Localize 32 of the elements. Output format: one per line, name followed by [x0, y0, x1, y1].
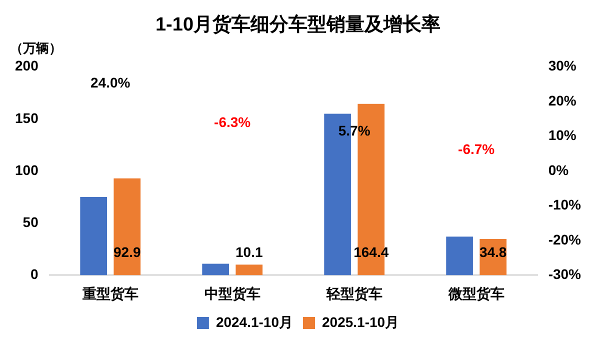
bar	[80, 197, 107, 276]
y2-tick-label: 30%	[548, 58, 577, 74]
x-tick-label: 中型货车	[204, 285, 260, 302]
x-tick-label: 微型货车	[447, 285, 504, 302]
y-tick-label: 150	[15, 110, 39, 126]
data-label: 34.8	[479, 244, 507, 260]
chart-title: 1-10月货车细分车型销量及增长率	[155, 14, 441, 36]
y-tick-label: 0	[30, 266, 39, 282]
y-axis-title: （万辆）	[10, 40, 62, 56]
x-tick-label: 轻型货车	[325, 285, 382, 302]
y2-tick-label: -20%	[548, 231, 582, 248]
bar	[202, 264, 229, 276]
y-tick-label: 50	[22, 214, 39, 230]
y2-tick-label: 10%	[548, 127, 577, 144]
bar	[446, 236, 473, 276]
y-tick-label: 200	[15, 58, 39, 74]
y2-tick-label: -10%	[548, 196, 582, 213]
legend-label: 2025.1-10月	[322, 314, 400, 330]
y-tick-label: 100	[15, 162, 39, 178]
y2-tick-label: 0%	[548, 162, 570, 178]
data-label: 10.1	[235, 244, 263, 260]
annotation: 24.0%	[90, 74, 131, 90]
x-tick-label: 重型货车	[81, 285, 138, 302]
annotation: -6.7%	[458, 141, 496, 158]
annotation: 5.7%	[338, 122, 371, 138]
y2-tick-label: 20%	[548, 92, 577, 108]
annotation: -6.3%	[214, 114, 252, 130]
legend-label: 2024.1-10月	[216, 314, 294, 330]
bar	[236, 264, 263, 276]
data-label: 92.9	[114, 244, 141, 260]
bar	[114, 178, 141, 276]
y2-tick-label: -30%	[548, 266, 582, 282]
